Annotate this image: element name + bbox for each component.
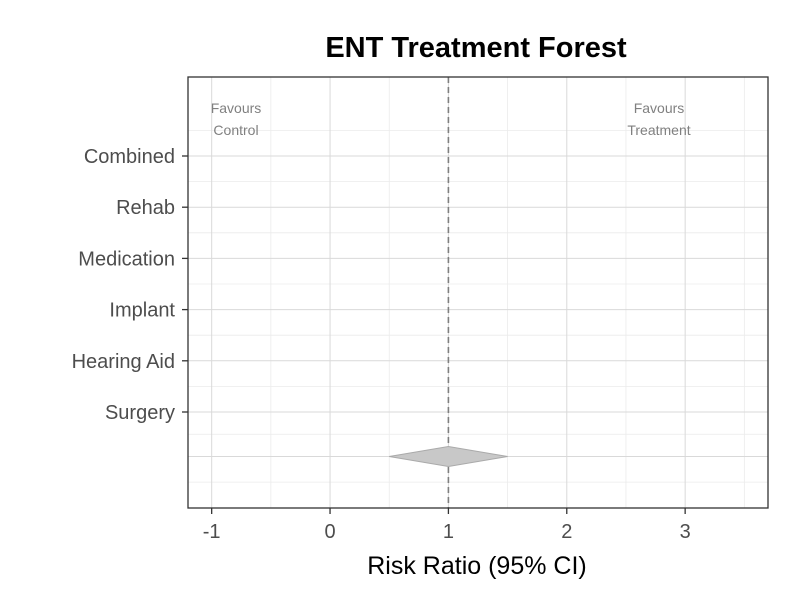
minor-gridlines [188, 77, 768, 508]
chart-title: ENT Treatment Forest [325, 32, 627, 64]
annotation-right-line2: Treatment [627, 122, 690, 138]
annotation-left-line2: Control [213, 122, 258, 138]
y-axis: Combined Rehab Medication Implant Hearing Ai… [72, 146, 188, 424]
summary-diamond [389, 445, 508, 468]
y-tick-label: Surgery [105, 402, 175, 424]
y-tick-label: Combined [84, 146, 175, 168]
annotation-right-line1: Favours [634, 100, 685, 116]
major-gridlines [188, 77, 768, 508]
favours-treatment-annotation: Favours Treatment [627, 100, 690, 138]
x-tick-label: 2 [561, 521, 572, 543]
x-tick-label: 3 [680, 521, 691, 543]
y-tick-label: Rehab [116, 197, 175, 219]
annotation-left-line1: Favours [211, 100, 262, 116]
x-tick-label: 1 [443, 521, 454, 543]
y-tick-label: Medication [78, 248, 175, 270]
x-axis-title: Risk Ratio (95% CI) [367, 552, 587, 580]
favours-control-annotation: Favours Control [211, 100, 262, 138]
y-tick-label: Implant [109, 300, 175, 322]
x-tick-label: -1 [203, 521, 221, 543]
panel-border [187, 76, 769, 509]
y-tick-label: Hearing Aid [72, 351, 175, 373]
x-axis: -1 0 1 2 3 [203, 508, 691, 543]
x-tick-label: 0 [324, 521, 335, 543]
